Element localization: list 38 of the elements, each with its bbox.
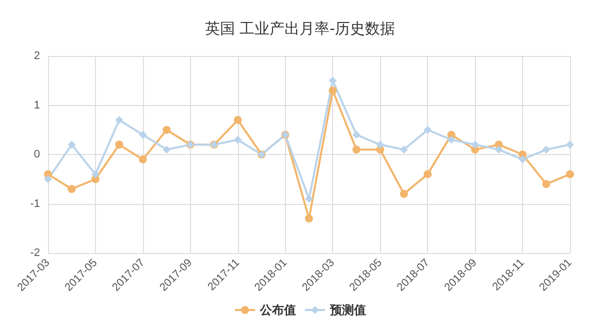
point (234, 116, 242, 124)
y-tick-label: -1 (30, 198, 40, 210)
point (234, 136, 242, 144)
point (44, 175, 52, 184)
y-tick-label: 2 (34, 50, 40, 62)
point (400, 190, 408, 198)
point (424, 126, 432, 134)
point (328, 76, 337, 85)
point (138, 155, 147, 164)
point (471, 140, 480, 149)
y-tick-label: -2 (30, 247, 40, 259)
point (138, 130, 147, 139)
y-tick-label: 1 (34, 99, 40, 112)
legend-label: 预测值 (329, 303, 366, 317)
point (566, 140, 574, 149)
point (376, 140, 384, 149)
point (162, 126, 171, 134)
point (68, 140, 76, 149)
point (424, 170, 432, 178)
point (518, 155, 527, 164)
legend-label: 公布值 (259, 303, 296, 317)
point (494, 146, 503, 154)
point (162, 146, 171, 154)
point (566, 170, 574, 178)
chart-title: 英国 工业产出月率-历史数据 (204, 20, 396, 38)
point (91, 170, 100, 178)
point (352, 130, 360, 139)
point (400, 146, 408, 154)
point (305, 214, 313, 223)
point (68, 184, 76, 193)
point (352, 146, 360, 154)
point (447, 136, 456, 144)
point (115, 116, 124, 124)
point (542, 146, 550, 154)
point (542, 180, 550, 188)
point (115, 140, 124, 149)
y-tick-label: 0 (34, 148, 40, 160)
point (328, 86, 337, 94)
